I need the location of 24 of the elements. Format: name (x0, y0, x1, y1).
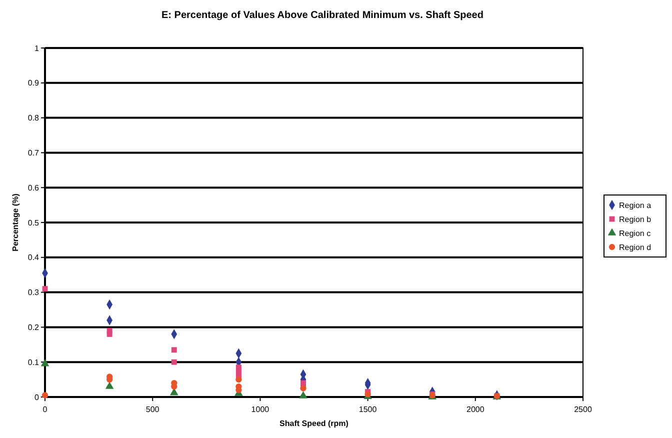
y-tick-label: 0 (34, 392, 40, 402)
y-tick-label: 0.5 (28, 218, 40, 228)
y-tick-label: 0.8 (28, 114, 40, 123)
y-tick-label: 0.4 (28, 253, 40, 262)
chart-title: E: Percentage of Values Above Calibrated Minimum vs. Shaft Speed (162, 10, 484, 21)
y-tick-label: 0.2 (28, 323, 40, 332)
x-tick-label: 500 (146, 405, 160, 414)
x-tick-label: 2500 (574, 405, 592, 414)
y-tick-label: 0.1 (28, 358, 40, 367)
y-tick-label: 0.6 (28, 183, 40, 192)
x-tick-label: 0 (42, 405, 48, 414)
legend-label: Region b (619, 214, 652, 224)
x-tick-label: 1500 (358, 405, 378, 414)
y-tick-label: 0.9 (28, 78, 40, 88)
x-tick-label: 1000 (251, 405, 270, 414)
y-tick-label: 0.7 (28, 148, 40, 158)
legend-label: Region a (619, 200, 652, 210)
x-axis-title: Shaft Speed (rpm) (280, 419, 349, 428)
legend-label: Region d (619, 242, 652, 252)
y-tick-label: 0.3 (28, 288, 40, 298)
y-tick-label: 1 (34, 44, 40, 53)
y-axis-title: Percentage (%) (11, 193, 20, 252)
x-tick-label: 2000 (466, 405, 485, 414)
legend-label: Region c (619, 228, 651, 238)
